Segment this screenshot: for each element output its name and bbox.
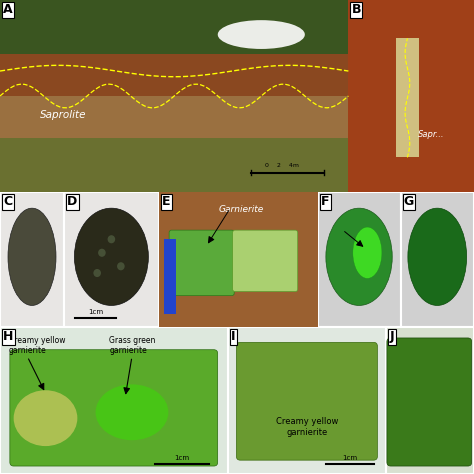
Bar bbox=[0, 48, 348, 100]
Text: Creamy yellow
garnierite: Creamy yellow garnierite bbox=[9, 336, 65, 356]
Text: I: I bbox=[231, 330, 235, 343]
Text: B: B bbox=[352, 3, 361, 16]
Text: 1cm: 1cm bbox=[88, 309, 103, 315]
Ellipse shape bbox=[117, 262, 125, 270]
Text: Sapr...: Sapr... bbox=[418, 130, 444, 139]
Bar bbox=[0, 192, 64, 327]
Bar bbox=[348, 0, 474, 192]
Ellipse shape bbox=[14, 390, 77, 446]
Text: Saprolite: Saprolite bbox=[39, 110, 86, 120]
Bar bbox=[228, 327, 386, 474]
Text: Grass green
garnierite: Grass green garnierite bbox=[109, 336, 155, 356]
Ellipse shape bbox=[408, 208, 466, 305]
Text: A: A bbox=[3, 3, 13, 16]
Bar bbox=[159, 192, 318, 327]
Ellipse shape bbox=[8, 208, 56, 305]
Bar bbox=[0, 327, 228, 474]
Bar bbox=[0, 0, 348, 192]
Ellipse shape bbox=[218, 20, 305, 49]
Text: H: H bbox=[3, 330, 14, 343]
Text: 1cm: 1cm bbox=[174, 456, 190, 461]
Ellipse shape bbox=[96, 384, 168, 440]
Text: C: C bbox=[3, 195, 12, 208]
Bar bbox=[318, 192, 401, 327]
Bar bbox=[0, 0, 348, 54]
Bar bbox=[0, 0, 348, 106]
Ellipse shape bbox=[98, 249, 106, 257]
FancyBboxPatch shape bbox=[237, 342, 377, 460]
Ellipse shape bbox=[353, 227, 382, 278]
Bar bbox=[386, 327, 474, 474]
Bar bbox=[64, 192, 159, 327]
Text: Garnierite: Garnierite bbox=[219, 206, 264, 214]
FancyBboxPatch shape bbox=[387, 338, 472, 466]
FancyBboxPatch shape bbox=[10, 350, 218, 466]
Ellipse shape bbox=[93, 269, 101, 277]
Ellipse shape bbox=[74, 208, 148, 305]
FancyBboxPatch shape bbox=[233, 230, 298, 292]
Bar bbox=[0, 130, 348, 192]
Ellipse shape bbox=[326, 208, 392, 305]
Text: G: G bbox=[404, 195, 414, 208]
Text: Creamy yellow
garnierite: Creamy yellow garnierite bbox=[276, 417, 338, 437]
Text: F: F bbox=[321, 195, 329, 208]
Bar bbox=[401, 192, 474, 327]
Bar bbox=[0, 96, 348, 138]
Bar bbox=[164, 239, 176, 314]
FancyBboxPatch shape bbox=[169, 230, 234, 296]
Text: 0    2    4m: 0 2 4m bbox=[265, 163, 299, 168]
Bar bbox=[159, 192, 318, 327]
Text: E: E bbox=[162, 195, 171, 208]
Text: 1cm: 1cm bbox=[342, 456, 357, 461]
Bar bbox=[396, 38, 419, 157]
Ellipse shape bbox=[108, 235, 115, 243]
Bar bbox=[348, 0, 474, 192]
Text: D: D bbox=[67, 195, 78, 208]
Text: J: J bbox=[390, 330, 394, 343]
